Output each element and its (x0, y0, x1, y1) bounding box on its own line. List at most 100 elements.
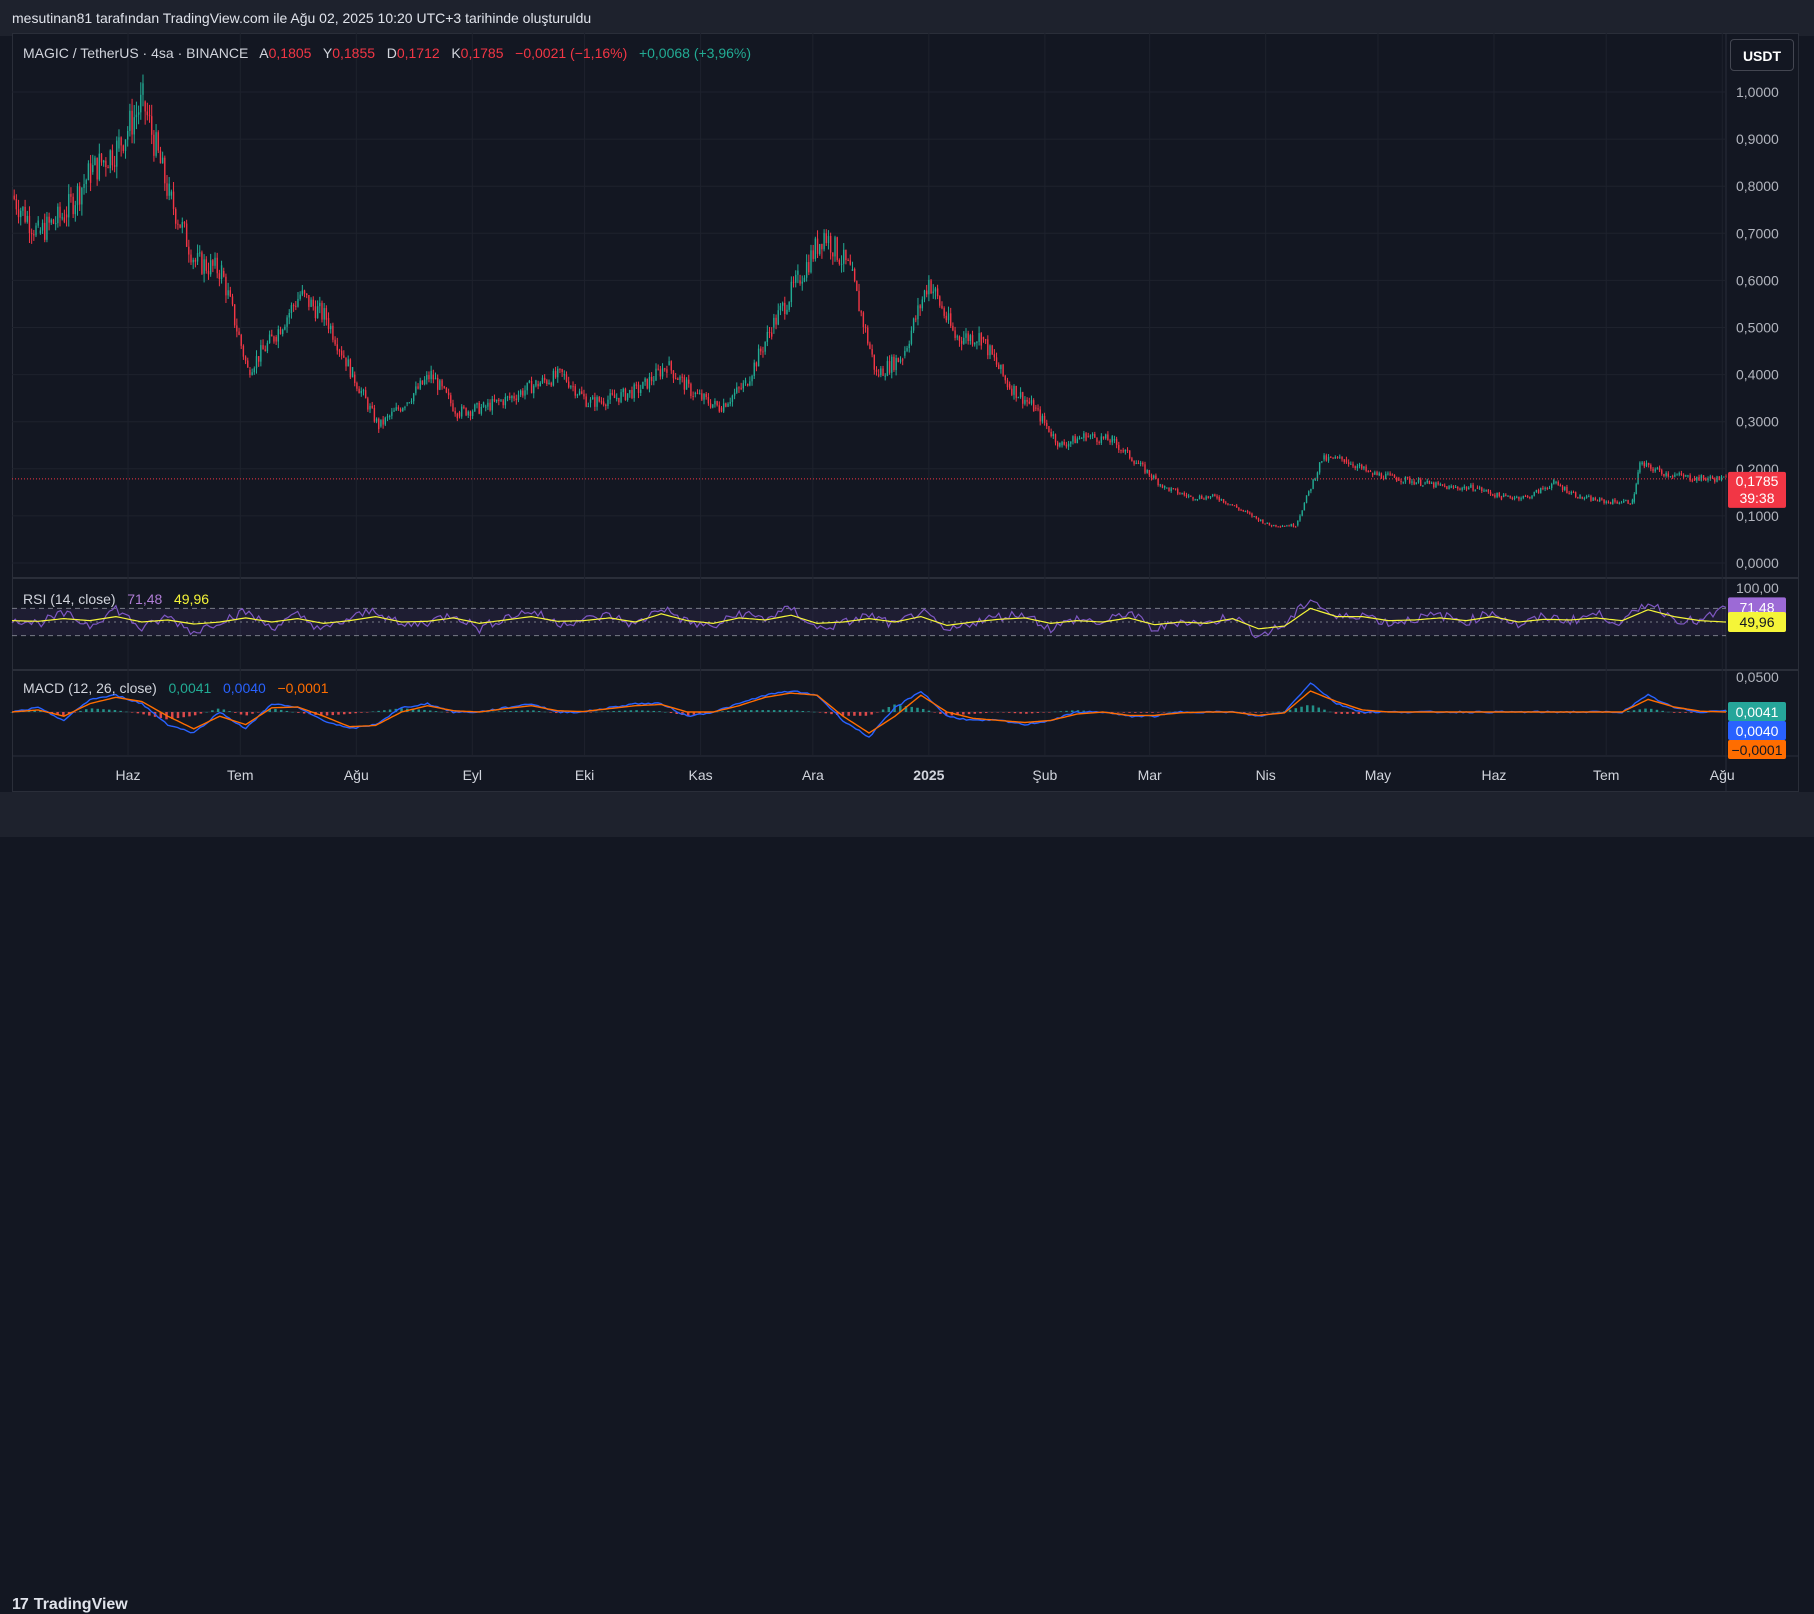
candle-body (161, 157, 164, 164)
candle-body (847, 260, 849, 262)
chart-frame[interactable] (12, 33, 1799, 792)
change2-value: +0,0068 (+3,96%) (638, 45, 752, 61)
candle-body (893, 356, 895, 371)
candle-body (548, 382, 550, 384)
currency-button[interactable]: USDT (1730, 39, 1794, 71)
candle-body (657, 368, 659, 370)
macd-hist-bar (755, 710, 759, 712)
candle-body (1457, 487, 1459, 489)
candle-body (613, 394, 616, 399)
candle-body (690, 383, 692, 396)
candle-body (109, 150, 111, 169)
macd-hist-bar (715, 711, 719, 713)
candle-body (233, 304, 236, 326)
macd-hist-bar (102, 709, 105, 712)
candle-body (48, 216, 50, 223)
candle-body (493, 398, 496, 402)
candle-body (375, 418, 378, 422)
chart-canvas[interactable]: 1,0000 0,9000 0,8000 0,7000 0,6000 0,5000 0,40… (0, 0, 1814, 837)
macd-hist-bar (778, 710, 782, 712)
candle-body (133, 117, 135, 135)
candle-body (602, 401, 605, 405)
candle-body (917, 305, 919, 320)
candle-body (1437, 482, 1439, 485)
candle-body (1235, 505, 1238, 508)
candle-body (257, 356, 260, 362)
candle-body (589, 399, 592, 403)
candle-body (906, 348, 908, 351)
macd-hist-bar (228, 711, 231, 712)
candle-body (1087, 435, 1089, 437)
candle-body (50, 219, 52, 223)
symbol-label[interactable]: MAGIC / TetherUS · 4sa · BINANCE (23, 45, 249, 61)
candle-body (495, 399, 498, 402)
candle-body (925, 290, 928, 295)
macd-hist-bar (1678, 712, 1682, 713)
macd-signal-badge-value: −0,0001 (1732, 742, 1783, 758)
candle-body (1629, 503, 1631, 505)
candle-body (1050, 432, 1052, 437)
macd-hist-bar (388, 709, 392, 712)
macd-hist-bar (830, 712, 833, 715)
candle-body (1718, 476, 1720, 481)
candle-body (310, 299, 312, 307)
candle-body (188, 246, 190, 255)
candle-body (179, 224, 181, 228)
candle-body (458, 412, 461, 417)
candle-body (524, 390, 526, 396)
candle-body (1603, 499, 1605, 503)
macd-hist-bar (1025, 712, 1028, 714)
candle-body (694, 392, 696, 394)
candle-body (205, 259, 207, 271)
candle-body (1129, 450, 1131, 459)
candle-body (1487, 489, 1490, 492)
macd-hist-bar (784, 710, 787, 712)
candle-body (1122, 450, 1124, 452)
candle-body (1006, 380, 1009, 388)
candle-body (1262, 519, 1264, 524)
candle-body (840, 263, 843, 265)
candle-body (249, 369, 251, 375)
candle-body (1494, 495, 1496, 498)
macd-hist-bar (354, 712, 357, 714)
macd-hist-bar (291, 711, 294, 713)
candle-body (701, 393, 703, 400)
macd-hist-bar (749, 710, 753, 712)
candle-body (600, 401, 603, 403)
candle-body (362, 390, 365, 392)
candle-body (452, 403, 454, 412)
candle-body (410, 401, 413, 403)
candle-body (607, 399, 609, 407)
candle-body (1661, 470, 1663, 474)
rsi-ma-badge (1728, 612, 1786, 633)
candle-body (153, 134, 155, 156)
candle-body (984, 339, 987, 341)
macd-hist-bar (509, 711, 512, 712)
candle-body (500, 400, 502, 402)
candle-body (775, 317, 777, 325)
candle-body (41, 222, 44, 231)
candle-body (674, 378, 677, 380)
macd-hist-bar (171, 712, 174, 719)
macd-hist-bar (1036, 712, 1040, 713)
candle-body (1227, 503, 1229, 505)
candle-body (871, 348, 873, 355)
rsi-value: 71,48 (127, 591, 163, 607)
candle-body (989, 345, 991, 356)
tradingview-logo-icon: 17 (12, 1596, 29, 1613)
macd-hist-bar (618, 710, 621, 712)
candle-body (1168, 487, 1170, 492)
candle-body (1218, 497, 1220, 501)
macd-hist-bar (125, 711, 128, 713)
macd-hist-bar (492, 711, 495, 713)
candle-body (1618, 502, 1621, 504)
candle-body (1161, 484, 1164, 488)
tradingview-logo[interactable]: 17 TradingView (12, 1596, 128, 1614)
macd-title[interactable]: MACD (12, 26, close) (23, 680, 157, 696)
rsi-title[interactable]: RSI (14, close) (23, 591, 116, 607)
candle-body (928, 279, 930, 295)
candle-body (20, 210, 22, 218)
candle-body (159, 150, 162, 164)
candle-body (611, 393, 614, 395)
rsi-legend: RSI (14, close) 71,48 49,96 (23, 591, 209, 607)
